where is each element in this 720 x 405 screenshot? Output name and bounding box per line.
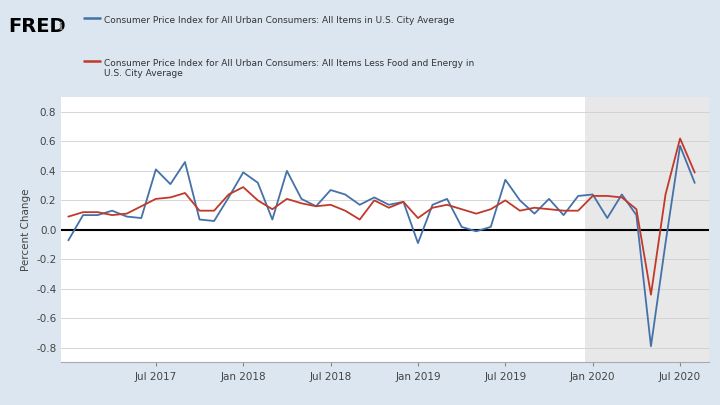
Text: Consumer Price Index for All Urban Consumers: All Items in U.S. City Average: Consumer Price Index for All Urban Consu…	[104, 16, 455, 25]
Y-axis label: Percent Change: Percent Change	[21, 189, 30, 271]
Text: FRED: FRED	[9, 17, 66, 36]
Text: ℹ: ℹ	[59, 22, 63, 32]
Text: Consumer Price Index for All Urban Consumers: All Items Less Food and Energy in
: Consumer Price Index for All Urban Consu…	[104, 59, 474, 78]
Bar	[585, 97, 709, 362]
